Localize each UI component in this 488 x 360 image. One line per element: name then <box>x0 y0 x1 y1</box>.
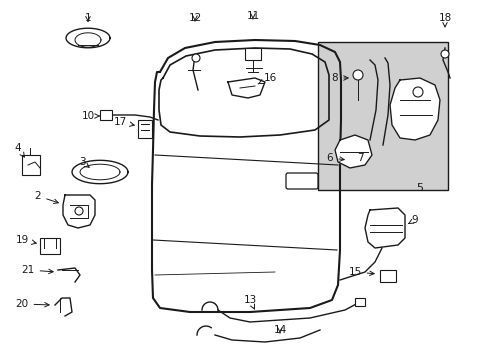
Bar <box>40 238 60 254</box>
Text: 10: 10 <box>81 111 100 121</box>
Text: 13: 13 <box>243 295 256 309</box>
Text: 21: 21 <box>21 265 53 275</box>
Circle shape <box>440 50 448 58</box>
Text: 15: 15 <box>347 267 373 277</box>
Polygon shape <box>334 135 371 168</box>
Text: 18: 18 <box>437 13 451 27</box>
Bar <box>379 270 395 282</box>
Polygon shape <box>63 195 95 228</box>
Text: 20: 20 <box>16 299 49 309</box>
Text: 12: 12 <box>188 13 201 23</box>
Text: 3: 3 <box>79 157 89 167</box>
Text: 11: 11 <box>246 11 259 21</box>
Text: 7: 7 <box>356 153 363 163</box>
Circle shape <box>192 54 200 62</box>
Text: 4: 4 <box>15 143 24 157</box>
Text: 2: 2 <box>35 191 58 203</box>
Text: 8: 8 <box>331 73 347 83</box>
Bar <box>317 42 447 190</box>
FancyBboxPatch shape <box>285 173 317 189</box>
Text: 1: 1 <box>84 13 91 23</box>
Circle shape <box>75 207 83 215</box>
Bar <box>100 110 112 120</box>
Text: 14: 14 <box>273 325 286 335</box>
Text: 16: 16 <box>258 73 276 84</box>
Polygon shape <box>364 208 404 248</box>
Bar <box>138 120 152 138</box>
Text: 19: 19 <box>15 235 36 245</box>
Polygon shape <box>389 78 439 140</box>
Bar <box>22 155 40 175</box>
Bar <box>244 48 261 60</box>
Text: 6: 6 <box>326 153 344 163</box>
Text: 5: 5 <box>416 183 423 193</box>
Text: 17: 17 <box>113 117 134 127</box>
Circle shape <box>352 70 362 80</box>
Bar <box>354 298 364 306</box>
Circle shape <box>412 87 422 97</box>
Text: 9: 9 <box>408 215 417 225</box>
